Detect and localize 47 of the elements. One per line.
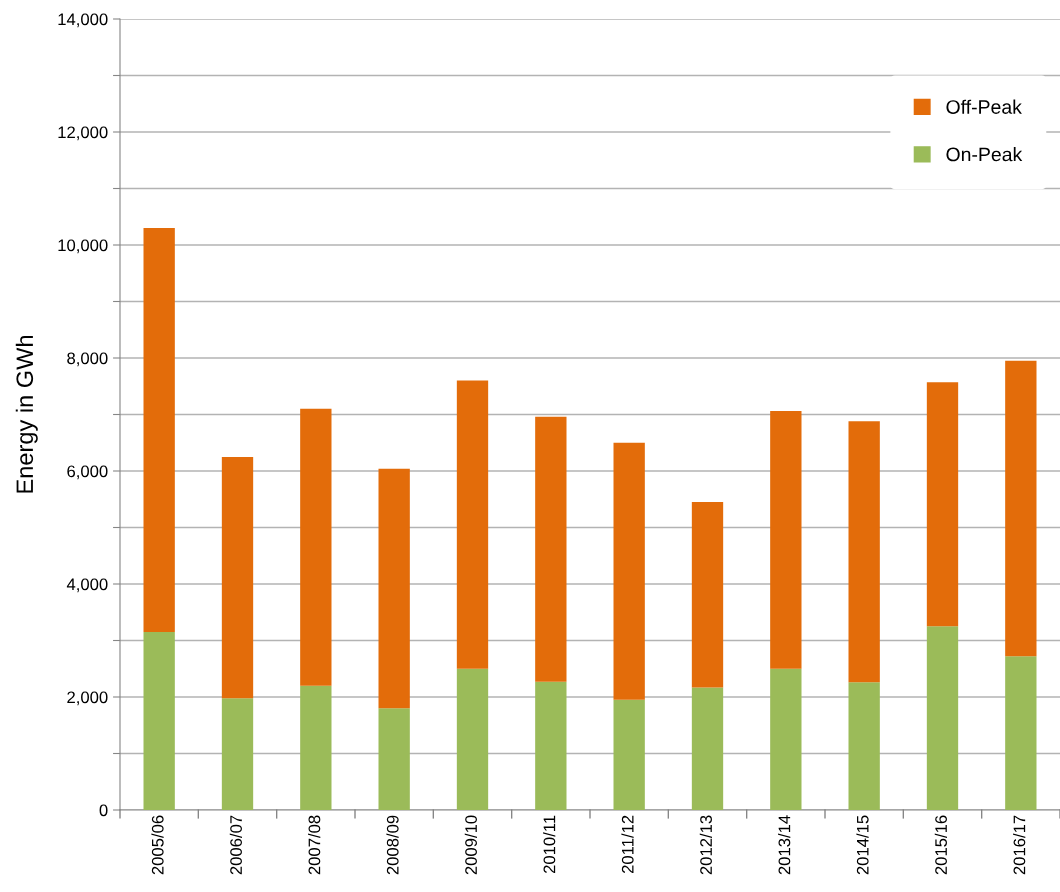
y-tick-label: 8,000 xyxy=(67,352,108,367)
bar xyxy=(770,668,802,810)
x-tick-label: 2012/13 xyxy=(699,815,712,875)
x-tick-label: 2015/16 xyxy=(934,815,947,875)
legend-label: Off-Peak xyxy=(946,99,1022,114)
bar xyxy=(143,632,175,810)
bar xyxy=(221,456,254,699)
bar xyxy=(613,442,645,700)
bar xyxy=(848,682,880,810)
bar xyxy=(848,421,880,683)
x-tick-label: 2007/08 xyxy=(308,815,321,875)
x-tick-label: 2013/14 xyxy=(778,815,791,875)
y-tick-label: 12,000 xyxy=(58,126,108,141)
bar xyxy=(926,382,959,627)
bar xyxy=(691,687,724,810)
bar xyxy=(691,502,724,688)
y-axis-title: Energy in GWh xyxy=(15,335,38,493)
bar xyxy=(613,699,645,810)
bar xyxy=(535,416,567,682)
bar xyxy=(378,468,410,709)
bar xyxy=(300,685,332,810)
y-tick-label: 6,000 xyxy=(67,465,108,480)
y-tick-label: 4,000 xyxy=(66,578,108,593)
y-tick-label: 0 xyxy=(99,804,108,817)
x-tick-label: 2005/06 xyxy=(151,815,164,875)
y-tick-label: 2,000 xyxy=(67,691,108,706)
x-tick-label: 2010/11 xyxy=(543,815,556,874)
x-tick-label: 2006/07 xyxy=(229,815,242,875)
bar xyxy=(1005,360,1037,657)
bar xyxy=(143,228,175,633)
x-tick-label: 2011/12 xyxy=(621,815,634,874)
bar xyxy=(456,380,489,669)
bar xyxy=(926,626,959,810)
y-tick-label: 10,000 xyxy=(58,239,108,254)
x-tick-label: 2009/10 xyxy=(464,815,477,875)
bar xyxy=(770,411,802,669)
bar xyxy=(221,698,254,810)
bar xyxy=(378,708,410,810)
bar xyxy=(300,408,332,686)
x-tick-label: 2016/17 xyxy=(1013,815,1026,875)
bar xyxy=(1005,656,1037,810)
bar xyxy=(456,668,489,810)
bar xyxy=(535,681,567,810)
legend-label: On-Peak xyxy=(946,147,1023,162)
x-tick-label: 2008/09 xyxy=(386,815,399,875)
x-tick-label: 2014/15 xyxy=(856,815,869,875)
y-tick-label: 14,000 xyxy=(58,13,108,28)
